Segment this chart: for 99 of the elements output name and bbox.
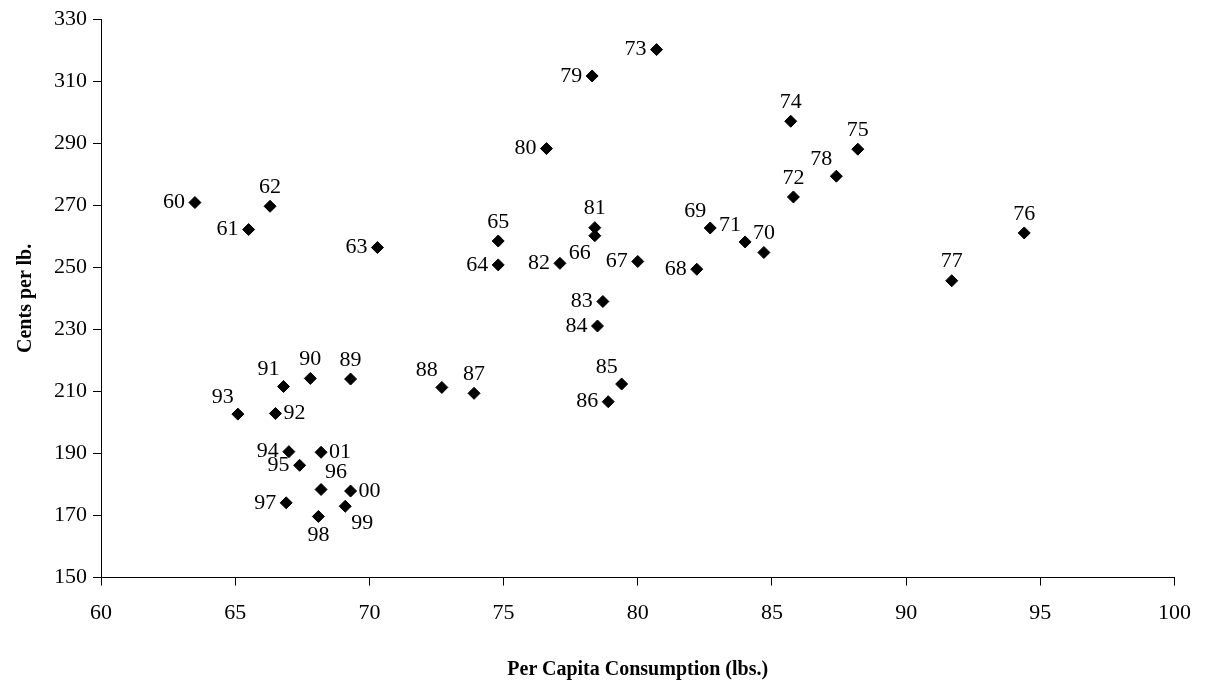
x-tick-label: 75 [492, 598, 515, 624]
annotation: 76 [1013, 199, 1036, 225]
x-tick-label: 60 [90, 598, 112, 624]
point [491, 234, 505, 248]
point [1017, 226, 1031, 240]
point [738, 235, 752, 249]
y-tick-label: 330 [54, 4, 87, 30]
annotation: 67 [605, 247, 628, 273]
point [601, 395, 615, 409]
annotation: 98 [307, 521, 330, 547]
annotation: 77 [940, 247, 963, 273]
annotation: 61 [216, 215, 239, 241]
y-axis-title: Cents per lb. [13, 243, 37, 353]
point [435, 380, 449, 394]
point [242, 223, 256, 237]
point [303, 371, 317, 385]
point [596, 295, 610, 308]
annotation: 99 [351, 509, 374, 535]
annotation: 66 [568, 238, 591, 264]
point [757, 245, 771, 259]
x-tick-label: 90 [895, 598, 918, 624]
annotation: 68 [664, 255, 687, 281]
point [784, 114, 798, 128]
annotation: 85 [595, 352, 618, 378]
annotation: 81 [583, 194, 606, 220]
annotation: 90 [299, 345, 322, 371]
point [370, 241, 384, 255]
point [631, 254, 645, 268]
y-tick-label: 290 [54, 129, 87, 155]
point [690, 262, 704, 276]
annotation: 91 [257, 355, 280, 381]
point [311, 509, 325, 523]
y-tick-label: 150 [54, 563, 87, 589]
x-tick-label: 65 [224, 598, 247, 624]
annotation: 62 [259, 173, 282, 199]
y-tick-label: 270 [54, 191, 87, 217]
point [188, 196, 202, 210]
annotation: 92 [283, 399, 306, 425]
point [279, 496, 293, 510]
annotation: 83 [570, 287, 593, 313]
annotation: 89 [339, 345, 362, 371]
point [263, 199, 277, 213]
point [615, 377, 629, 391]
point [344, 484, 358, 498]
x-tick-label: 100 [1158, 598, 1191, 624]
annotation: 80 [514, 134, 537, 160]
point [231, 407, 245, 421]
annotation: 97 [254, 488, 277, 514]
point [585, 69, 599, 83]
point [590, 319, 604, 333]
point [540, 142, 553, 156]
x-tick-label: 70 [358, 598, 381, 624]
y-tick-label: 310 [54, 67, 87, 93]
point [268, 406, 282, 420]
annotation: 93 [211, 382, 234, 408]
point [829, 169, 843, 183]
x-tick-label: 95 [1029, 598, 1052, 624]
x-axis-title: Per Capita Consumption (lbs.) [507, 657, 769, 681]
point [553, 256, 567, 270]
point [314, 483, 328, 496]
annotation: 69 [684, 196, 707, 222]
y-tick-label: 190 [54, 439, 87, 465]
x-tick-label: 80 [626, 598, 649, 624]
point [703, 221, 717, 235]
annotation: 78 [810, 144, 833, 170]
annotation: 70 [752, 219, 775, 245]
annotation: 86 [576, 387, 599, 413]
annotation: 84 [565, 311, 588, 337]
y-tick-label: 170 [54, 501, 87, 527]
annotation: 63 [345, 233, 368, 259]
annotation: 73 [624, 35, 647, 61]
annotation: 71 [719, 210, 742, 236]
annotation: 75 [846, 115, 869, 141]
annotation: 82 [527, 249, 550, 275]
annotation: 65 [487, 207, 510, 233]
x-tick-label: 85 [760, 598, 783, 624]
point [282, 445, 296, 459]
point [277, 380, 290, 393]
annotation: 60 [162, 188, 185, 214]
y-tick-label: 250 [54, 253, 87, 279]
point [293, 458, 307, 472]
y-tick-label: 210 [54, 377, 87, 403]
point [338, 499, 352, 513]
point [314, 445, 328, 459]
point [650, 43, 664, 57]
annotation: 87 [463, 360, 486, 386]
annotation: 88 [415, 356, 438, 382]
annotation: 72 [782, 163, 805, 189]
point [491, 258, 505, 272]
point [851, 142, 865, 156]
point [467, 386, 481, 400]
annotation: 74 [779, 88, 802, 114]
annotation: 64 [466, 250, 489, 276]
point [786, 190, 800, 204]
annotation: 00 [358, 476, 381, 502]
point [344, 372, 358, 386]
annotation: 79 [560, 61, 583, 87]
y-tick-label: 230 [54, 315, 87, 341]
point [945, 274, 959, 288]
